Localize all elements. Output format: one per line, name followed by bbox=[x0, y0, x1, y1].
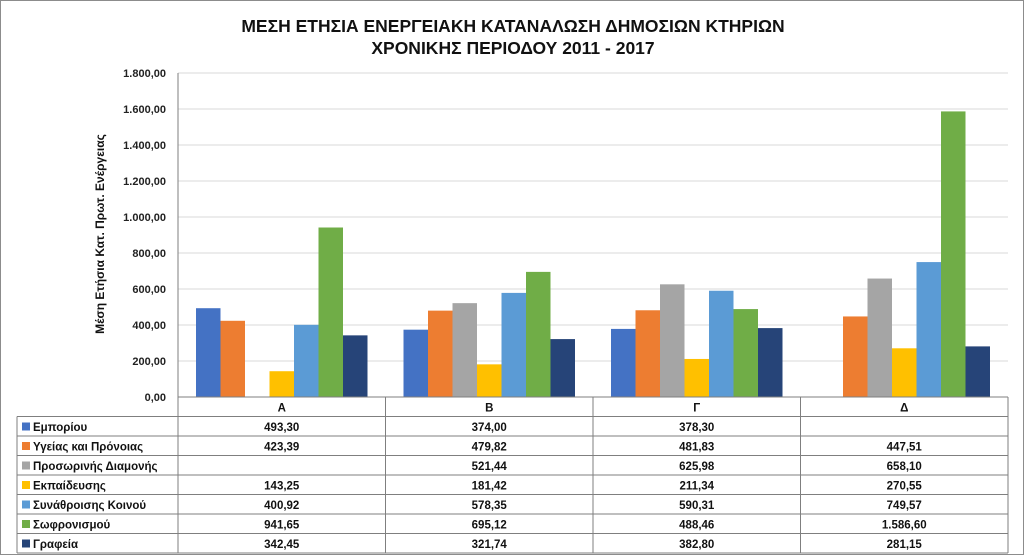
data-label: 941,65 bbox=[264, 520, 300, 532]
legend-entry: Εμπορίου bbox=[33, 422, 88, 434]
legend-swatch bbox=[22, 442, 30, 450]
legend-entry: Εκπαίδευσης bbox=[33, 481, 106, 493]
bar bbox=[526, 271, 551, 397]
y-tick-label: 800,00 bbox=[132, 248, 166, 260]
legend-entry: Συνάθροισης Κοινού bbox=[33, 500, 146, 512]
legend-swatch bbox=[22, 520, 30, 528]
data-label: 749,57 bbox=[887, 500, 922, 512]
bar bbox=[684, 358, 709, 397]
legend-entry: Υγείας και Πρόνοιας bbox=[33, 442, 143, 454]
y-tick-label: 200,00 bbox=[132, 356, 166, 368]
bar bbox=[428, 310, 453, 397]
legend-entry: Γραφεία bbox=[33, 539, 78, 551]
chart-title: ΜΕΣΗ ΕΤΗΣΙΑ ΕΝΕΡΓΕΙΑΚΗ ΚΑΤΑΝΑΛΩΣΗ ΔΗΜΟΣΙ… bbox=[1, 15, 1024, 59]
bar bbox=[196, 308, 221, 397]
y-tick-label: 1.200,00 bbox=[123, 176, 166, 188]
y-tick-label: 1.600,00 bbox=[123, 104, 166, 116]
data-label: 378,30 bbox=[679, 422, 714, 434]
bar bbox=[635, 310, 660, 397]
bar bbox=[294, 324, 319, 397]
data-label: 423,39 bbox=[264, 442, 299, 454]
data-label: 493,30 bbox=[264, 422, 299, 434]
bar bbox=[867, 278, 892, 397]
data-label: 521,44 bbox=[472, 461, 508, 473]
data-label: 211,34 bbox=[679, 481, 714, 493]
bar bbox=[318, 227, 343, 397]
y-axis-ticks: 0,00 200,00 400,00 600,00 800,00 1.000,00 1.20… bbox=[123, 68, 166, 404]
legend-swatch bbox=[22, 461, 30, 470]
legend-swatch bbox=[22, 539, 30, 548]
data-label: 695,12 bbox=[472, 520, 507, 532]
bars bbox=[196, 111, 990, 398]
bar bbox=[452, 303, 477, 397]
data-label: 578,35 bbox=[472, 500, 508, 512]
category-label: Α bbox=[278, 403, 286, 415]
bar bbox=[843, 316, 868, 397]
bar bbox=[501, 292, 526, 397]
legend-swatch bbox=[22, 422, 30, 431]
legend-swatch bbox=[22, 481, 30, 489]
data-label: 281,15 bbox=[887, 539, 923, 551]
bar bbox=[965, 346, 990, 397]
bar bbox=[758, 328, 783, 397]
category-label: Β bbox=[485, 403, 493, 415]
bar bbox=[941, 111, 966, 398]
bar bbox=[550, 339, 575, 397]
category-label: Γ bbox=[693, 403, 700, 415]
bar bbox=[477, 364, 502, 397]
y-tick-label: 1.400,00 bbox=[123, 140, 166, 152]
data-label: 488,46 bbox=[679, 520, 714, 532]
data-label: 321,74 bbox=[472, 539, 508, 551]
bar bbox=[892, 348, 917, 397]
y-axis-label: Μέση Ετήσια Κατ. Πρωτ. Ενέργειας bbox=[93, 134, 107, 334]
chart-title-line2: ΧΡΟΝΙΚΗΣ ΠΕΡΙΟΔΟΥ 2011 - 2017 bbox=[371, 38, 655, 58]
data-label: 447,51 bbox=[887, 442, 923, 454]
bar bbox=[403, 329, 428, 397]
y-tick-label: 1.000,00 bbox=[123, 212, 166, 224]
y-tick-label: 600,00 bbox=[132, 284, 166, 296]
category-label: Δ bbox=[900, 403, 908, 415]
data-label: 590,31 bbox=[679, 500, 715, 512]
data-table: Α Β Γ Δ Εμπορίου 493,30 374,00 378,30 Υγείας και… bbox=[16, 396, 1009, 554]
bar bbox=[709, 290, 734, 397]
data-label: 181,42 bbox=[472, 481, 507, 493]
data-label: 1.586,60 bbox=[882, 520, 927, 532]
bar bbox=[733, 309, 758, 397]
legend-entry: Προσωρινής Διαμονής bbox=[33, 461, 158, 473]
legend-entry: Σωφρονισμού bbox=[33, 520, 110, 532]
data-label: 342,45 bbox=[264, 539, 300, 551]
y-tick-label: 400,00 bbox=[132, 320, 166, 332]
data-label: 479,82 bbox=[472, 442, 507, 454]
data-label: 143,25 bbox=[264, 481, 300, 493]
data-label: 270,55 bbox=[887, 481, 923, 493]
data-label: 382,80 bbox=[679, 539, 714, 551]
bar bbox=[611, 328, 636, 397]
data-label: 374,00 bbox=[472, 422, 507, 434]
y-tick-label: 1.800,00 bbox=[123, 68, 166, 80]
data-label: 625,98 bbox=[679, 461, 715, 473]
bar bbox=[916, 262, 941, 397]
bar bbox=[269, 371, 294, 397]
chart-title-line1: ΜΕΣΗ ΕΤΗΣΙΑ ΕΝΕΡΓΕΙΑΚΗ ΚΑΤΑΝΑΛΩΣΗ ΔΗΜΟΣΙ… bbox=[241, 16, 785, 36]
data-label: 400,92 bbox=[264, 500, 299, 512]
data-label: 481,83 bbox=[679, 442, 714, 454]
y-tick-label: 0,00 bbox=[145, 392, 166, 404]
bar bbox=[660, 284, 685, 397]
bar bbox=[343, 335, 368, 397]
bar bbox=[220, 320, 245, 397]
data-label: 658,10 bbox=[887, 461, 922, 473]
legend-swatch bbox=[22, 500, 30, 509]
